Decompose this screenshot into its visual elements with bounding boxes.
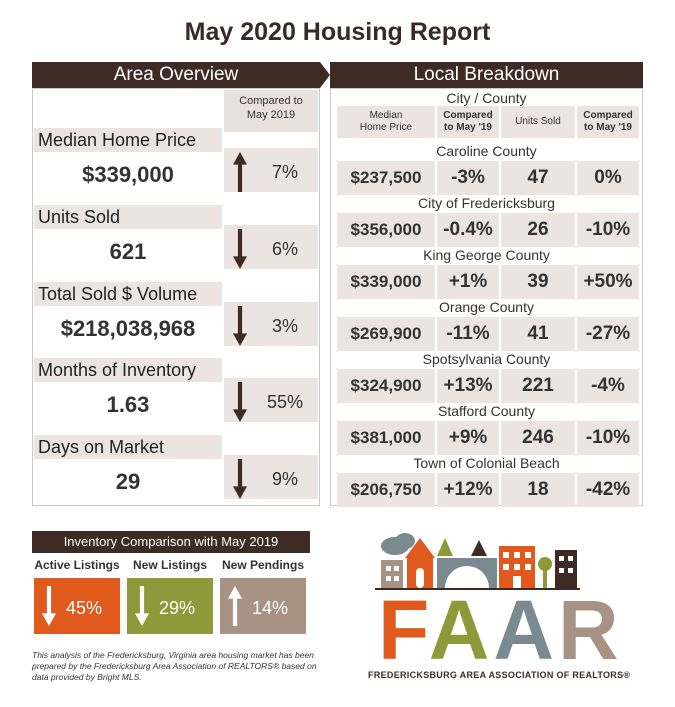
county-name: Orange County: [439, 299, 534, 315]
faar-tagline: FREDERICKSBURG AREA ASSOCIATION OF REALT…: [368, 670, 631, 680]
logo-letter-f: F: [378, 583, 429, 677]
inventory-box: 14%: [220, 578, 306, 634]
metric-label: Months of Inventory: [34, 358, 222, 382]
column-header-line: Units Sold: [515, 116, 561, 127]
breakdown-cell-price-change: +1%: [437, 265, 499, 299]
breakdown-cell-price-change: +12%: [437, 473, 499, 507]
column-header-line: Home Price: [359, 122, 413, 133]
compared-header-line1: Compared to: [239, 95, 303, 107]
breakdown-cell-price-change: -11%: [437, 317, 499, 351]
breakdown-cell-price: $269,900: [337, 317, 435, 351]
breakdown-cell-price: $381,000: [337, 421, 435, 455]
breakdown-cell-units: 221: [501, 369, 575, 403]
page-title: May 2020 Housing Report: [184, 18, 491, 46]
county-name: King George County: [423, 247, 550, 263]
arrow-down-icon: [233, 229, 247, 274]
breakdown-cell-units: 47: [501, 161, 575, 195]
metric-label: Days on Market: [34, 435, 222, 459]
metric-change: 55%: [266, 392, 304, 412]
logo-letter-a2: A: [493, 583, 559, 677]
area-overview-banner: Area Overview: [32, 62, 330, 88]
compared-header: Compared to May 2019: [224, 90, 318, 132]
breakdown-cell-units-change: -42%: [577, 473, 639, 507]
breakdown-cell-price: $339,000: [337, 265, 435, 299]
city-county-label: City / County: [446, 90, 527, 106]
county-name: Spotsylvania County: [422, 351, 551, 367]
metric-change: 9%: [271, 469, 298, 489]
footnote: This analysis of the Fredericksburg, Vir…: [32, 650, 317, 682]
breakdown-cell-units: 39: [501, 265, 575, 299]
inventory-label: New Pendings: [221, 558, 304, 572]
metric-value: 1.63: [106, 392, 150, 417]
metric-change: 7%: [271, 162, 298, 182]
metric-change: 6%: [271, 239, 298, 259]
metric-label: Median Home Price: [34, 128, 222, 152]
breakdown-cell-price-change: -3%: [437, 161, 499, 195]
compared-header-line2: May 2019: [246, 109, 296, 121]
column-header: Compared to May '19: [577, 106, 639, 138]
column-header-line: Median: [369, 110, 403, 121]
arrow-up-icon: [233, 152, 247, 197]
breakdown-cell-price-change: +13%: [437, 369, 499, 403]
local-breakdown-banner: Local Breakdown: [330, 62, 643, 88]
breakdown-cell-units-change: -10%: [577, 421, 639, 455]
breakdown-cell-price: $237,500: [337, 161, 435, 195]
metric-label: Units Sold: [34, 205, 222, 229]
inventory-label: Active Listings: [34, 558, 120, 572]
column-header: Compared to May '19: [437, 106, 499, 138]
column-header: Units Sold: [501, 106, 575, 138]
metric-change: 3%: [271, 316, 298, 336]
breakdown-cell-price-change: +9%: [437, 421, 499, 455]
breakdown-cell-units-change: 0%: [577, 161, 639, 195]
column-header-line: to May '19: [444, 122, 492, 133]
breakdown-cell-units: 246: [501, 421, 575, 455]
inventory-value: 29%: [159, 598, 196, 618]
faar-logo-wordmark: FAAR: [378, 588, 623, 672]
metric-value: $218,038,968: [60, 316, 196, 341]
area-overview-panel: [32, 88, 320, 506]
arrow-up-icon: [228, 586, 242, 631]
breakdown-cell-price-change: -0.4%: [437, 213, 499, 247]
breakdown-cell-price: $356,000: [337, 213, 435, 247]
county-name: Stafford County: [437, 403, 536, 419]
logo-letter-r: R: [558, 583, 623, 677]
breakdown-cell-units-change: -27%: [577, 317, 639, 351]
metric-label: Total Sold $ Volume: [34, 282, 222, 306]
county-name: Town of Colonial Beach: [413, 455, 560, 471]
inventory-box: 29%: [127, 578, 213, 634]
arrow-down-icon: [233, 382, 247, 427]
arrow-down-icon: [42, 586, 56, 631]
column-header: Median Home Price: [337, 106, 435, 138]
breakdown-cell-units-change: -4%: [577, 369, 639, 403]
inventory-box: 45%: [34, 578, 120, 634]
column-header-line: Compared: [583, 110, 633, 121]
arrow-down-icon: [233, 459, 247, 504]
breakdown-cell-units: 41: [501, 317, 575, 351]
arrow-down-icon: [135, 586, 149, 631]
inventory-value: 14%: [252, 598, 289, 618]
column-header-line: to May '19: [584, 122, 632, 133]
breakdown-cell-units: 18: [501, 473, 575, 507]
breakdown-cell-price: $206,750: [337, 473, 435, 507]
metric-value: 29: [115, 469, 141, 494]
breakdown-cell-units-change: +50%: [577, 265, 639, 299]
county-name: Caroline County: [436, 143, 537, 159]
arrow-down-icon: [233, 306, 247, 351]
column-header-line: Compared: [443, 110, 493, 121]
county-name: City of Fredericksburg: [418, 195, 555, 211]
inventory-banner: Inventory Comparison with May 2019: [32, 531, 310, 553]
breakdown-cell-units-change: -10%: [577, 213, 639, 247]
breakdown-cell-units: 26: [501, 213, 575, 247]
metric-value: 621: [109, 239, 147, 264]
houses-illustration-icon: [375, 533, 580, 590]
inventory-label: New Listings: [132, 558, 207, 572]
metric-value: $339,000: [82, 162, 174, 187]
logo-letter-a1: A: [428, 583, 494, 677]
inventory-value: 45%: [66, 598, 103, 618]
breakdown-cell-price: $324,900: [337, 369, 435, 403]
